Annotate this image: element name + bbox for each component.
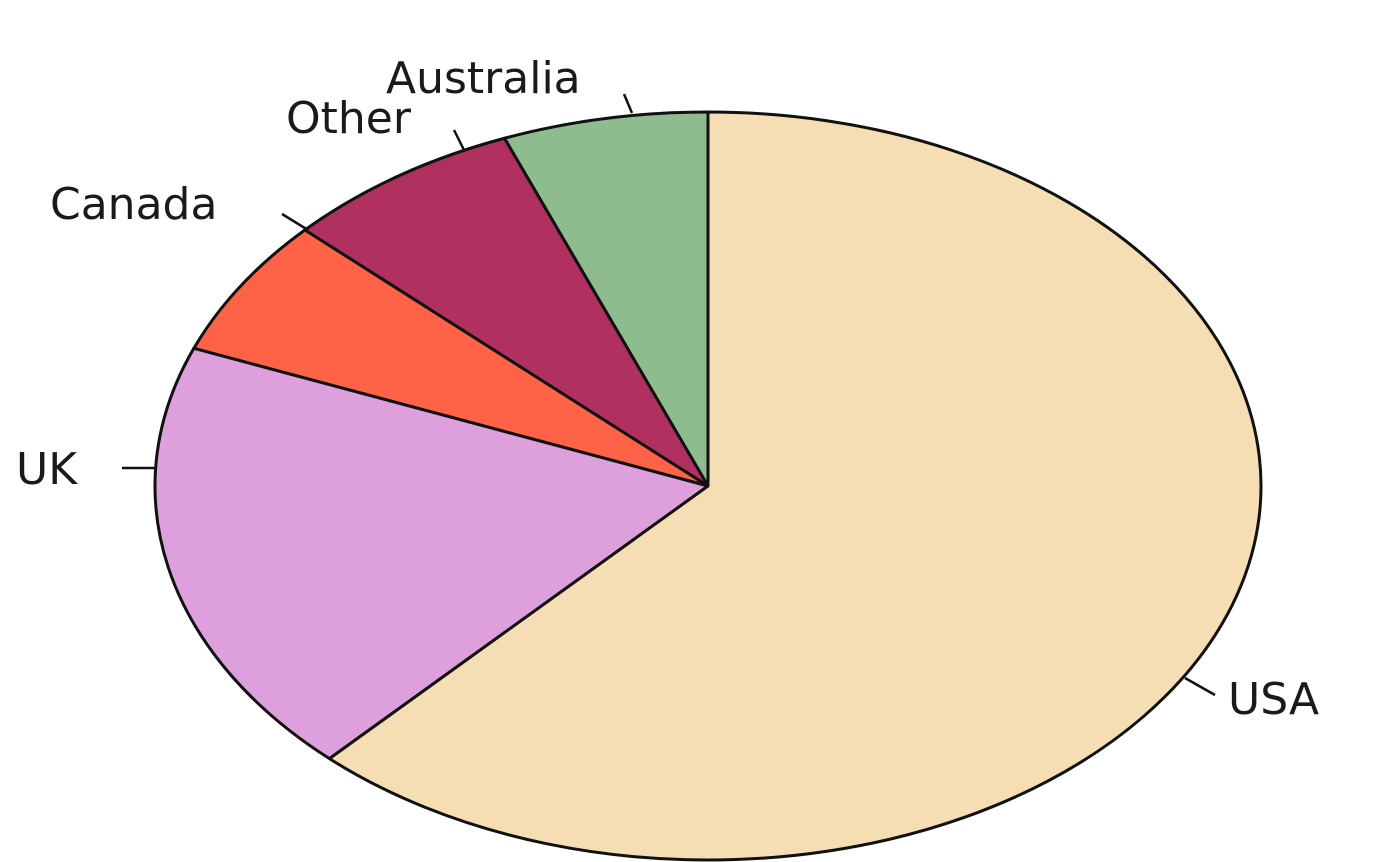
slice-label-australia: Australia (386, 53, 581, 104)
pie-slice-australia (502, 110, 710, 488)
leader-other (452, 129, 466, 151)
pie-slice-canada (192, 228, 710, 488)
leader-australia (622, 93, 634, 114)
leader-usa (1184, 676, 1216, 697)
pie-slices (153, 110, 1263, 862)
pie-slice-other (303, 136, 710, 488)
pie-slice-uk (153, 346, 710, 761)
slice-label-usa: USA (1228, 674, 1319, 725)
leader-canada (281, 212, 309, 232)
slice-label-canada: Canada (50, 179, 217, 230)
pie-leader-lines (122, 93, 1216, 697)
slice-label-uk: UK (16, 444, 78, 495)
slice-label-other: Other (286, 93, 412, 144)
pie-slice-usa (327, 110, 1263, 862)
pie-labels: Australia Other Canada UK USA (16, 53, 1319, 725)
